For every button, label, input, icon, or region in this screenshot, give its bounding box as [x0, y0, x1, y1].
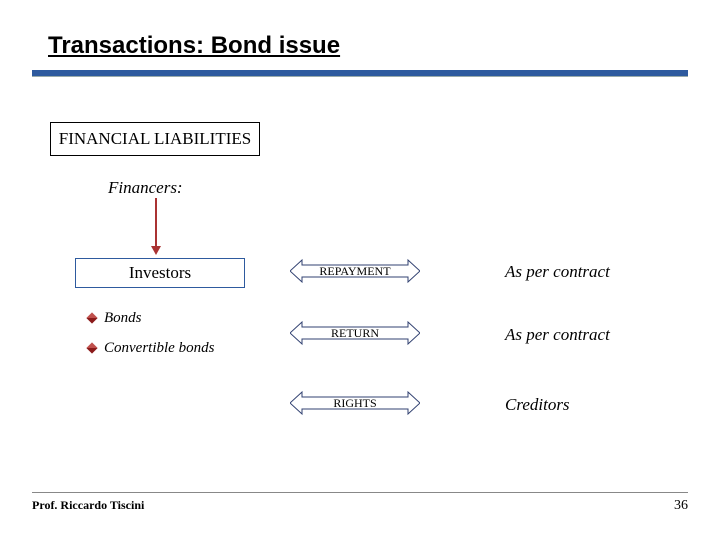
return-label: RETURN [295, 326, 415, 341]
title-rule [32, 70, 688, 76]
bullet-convertible: Convertible bonds [104, 340, 214, 357]
repayment-value: As per contract [505, 262, 610, 282]
financial-liabilities-box: FINANCIAL LIABILITIES [50, 122, 260, 156]
footer-rule [32, 492, 688, 493]
footer-page-number: 36 [674, 498, 688, 514]
down-arrow [155, 198, 157, 253]
bullet-text: Convertible bonds [104, 340, 214, 356]
slide-title: Transactions: Bond issue [48, 32, 340, 60]
investors-box: Investors [75, 258, 245, 288]
bullet-bonds: Bonds [104, 310, 142, 327]
footer-author: Prof. Riccardo Tiscini [32, 498, 144, 513]
rights-value: Creditors [505, 395, 570, 415]
rights-label: RIGHTS [295, 396, 415, 411]
return-value: As per contract [505, 325, 610, 345]
diamond-bullet-icon [86, 342, 97, 353]
diamond-bullet-icon [86, 312, 97, 323]
arrowhead-icon [151, 246, 161, 255]
financers-label: Financers: [108, 178, 183, 198]
bullet-text: Bonds [104, 310, 142, 326]
repayment-label: REPAYMENT [295, 264, 415, 279]
